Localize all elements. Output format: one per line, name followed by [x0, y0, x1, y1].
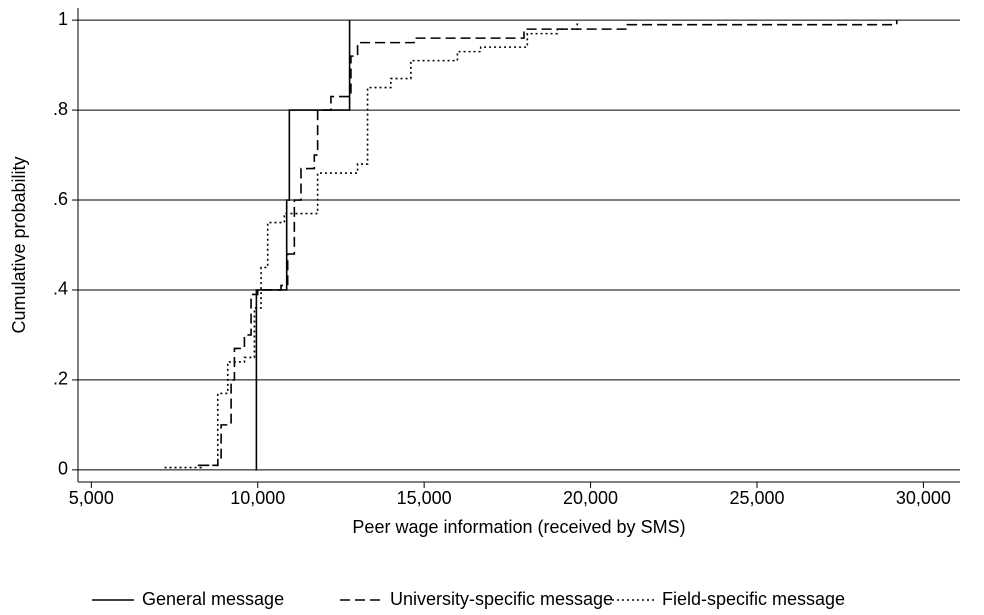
cdf-line [197, 20, 898, 467]
y-tick-label: .4 [53, 279, 68, 299]
legend-label: General message [142, 589, 284, 609]
x-tick-label: 15,000 [397, 488, 452, 508]
y-tick-label: 1 [58, 9, 68, 29]
x-tick-label: 25,000 [729, 488, 784, 508]
y-tick-label: 0 [58, 459, 68, 479]
y-tick-label: .2 [53, 369, 68, 389]
legend-label: Field-specific message [662, 589, 845, 609]
y-axis-label: Cumulative probability [9, 156, 29, 333]
x-tick-label: 10,000 [230, 488, 285, 508]
y-tick-label: .8 [53, 99, 68, 119]
cdf-line [255, 20, 351, 471]
x-axis-label: Peer wage information (received by SMS) [352, 517, 685, 537]
x-tick-label: 30,000 [896, 488, 951, 508]
x-tick-label: 5,000 [69, 488, 114, 508]
cdf-line [164, 20, 579, 469]
legend-label: University-specific message [390, 589, 613, 609]
y-tick-label: .6 [53, 189, 68, 209]
x-tick-label: 20,000 [563, 488, 618, 508]
